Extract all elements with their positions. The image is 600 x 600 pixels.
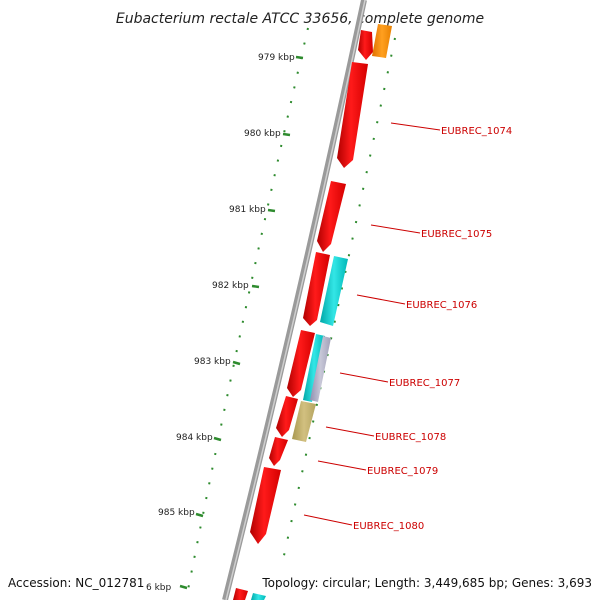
inner-tick-ring [185,27,309,600]
kbp-tick-marks [179,55,304,590]
genome-summary-text: Topology: circular; Length: 3,449,685 bp… [261,576,592,590]
genome-backbone [222,0,367,600]
gene-rrna [372,24,392,58]
genome-backbone-highlight [225,0,366,600]
gene-cds [250,467,281,544]
leader-line [356,294,406,305]
gene-label: EUBREC_1080 [353,521,424,532]
leader-line [339,372,389,383]
leader-line [390,122,441,131]
gene-label: EUBREC_1076 [406,300,477,311]
kbp-tick [251,284,260,289]
gene-trna [303,334,325,402]
leader-line [325,426,375,437]
kbp-tick [295,55,304,60]
kbp-label: 981 kbp [229,205,266,215]
gene-cds [269,437,288,466]
gene-label: EUBREC_1078 [375,432,446,443]
gene-cds [337,62,368,168]
kbp-tick [232,360,241,366]
accession-text: Accession: NC_012781 [8,576,144,590]
kbp-label: 983 kbp [194,357,231,367]
gene-cds [303,252,330,326]
gene-cds [287,330,315,397]
outer-tick-ring [282,37,396,561]
leader-line [303,514,353,526]
gene-misc [310,336,331,402]
gene-cds [276,396,298,437]
kbp-tick [179,584,188,590]
leader-line [370,224,421,234]
kbp-label: 6 kbp [146,583,172,593]
kbp-label: 984 kbp [176,433,213,443]
gene-label: EUBREC_1079 [367,466,438,477]
leader-line [317,460,367,471]
kbp-label: 982 kbp [212,281,249,291]
gene-other [292,401,316,442]
gene-label: EUBREC_1075 [421,229,492,240]
kbp-label: 985 kbp [158,508,195,518]
gene-label: EUBREC_1077 [389,378,460,389]
kbp-label: 980 kbp [244,129,281,139]
kbp-tick [267,208,276,213]
kbp-tick [213,436,222,442]
gene-label: EUBREC_1074 [441,126,512,137]
gene-leader-lines [303,122,441,526]
gene-cds [317,181,346,252]
kbp-label: 979 kbp [258,53,295,63]
kbp-tick [282,132,291,137]
gene-trna [251,593,266,600]
gene-trna [320,256,348,326]
gene-cds [233,588,248,600]
map-title: Eubacterium rectale ATCC 33656, complete… [116,11,484,27]
kbp-tick [195,512,204,518]
gene-cds [358,30,373,60]
